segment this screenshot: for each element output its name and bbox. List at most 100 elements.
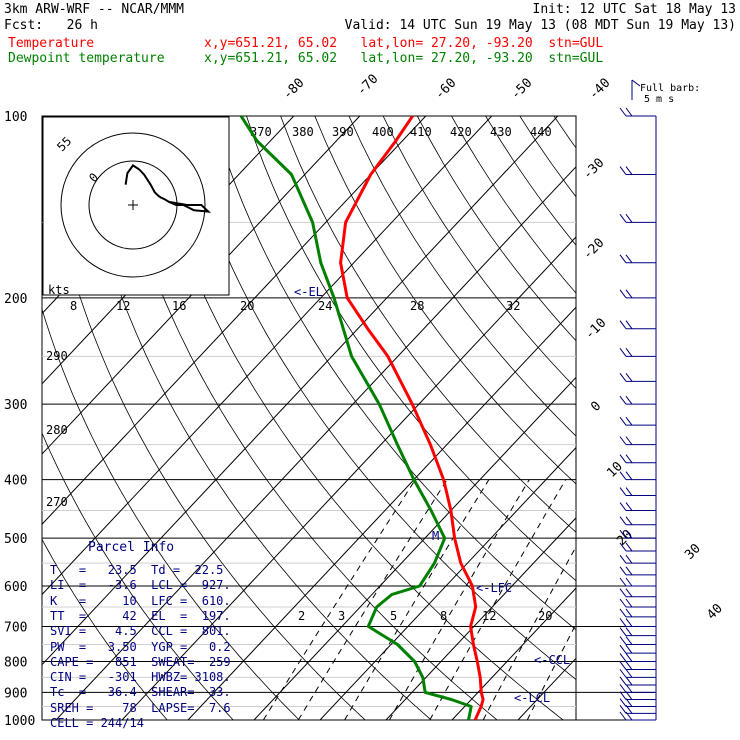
isobar-label: 600 [4, 580, 27, 595]
isotherm-line [42, 116, 361, 455]
wind-barb-flag [625, 487, 633, 496]
theta-label: 430 [490, 125, 512, 139]
mixing-ratio-line [297, 479, 448, 720]
dry-adiabat-line [280, 116, 576, 533]
theta-label: 400 [372, 125, 394, 139]
wind-barb-flag [619, 254, 627, 264]
wind-barb-flag [619, 644, 627, 654]
parcel-info-row: SREH = 78 LAPSE= 7.6 [50, 700, 231, 715]
isotherm-line [584, 116, 740, 720]
isotherm-label: -30 [580, 156, 607, 183]
wind-barb-flag [625, 107, 633, 117]
mixing-ratio-label: 12 [482, 609, 496, 623]
sounding-series [239, 116, 485, 720]
theta-label: 270 [46, 495, 68, 509]
isotherm-line [650, 116, 740, 720]
wind-barb-flag [625, 254, 633, 264]
isobar-label: 200 [4, 292, 27, 307]
dry-adiabat-line [382, 116, 576, 389]
wind-barb-flag [619, 618, 627, 627]
axis-labels: -80 -70 -60 -50 -40 -30 -20 -10 0 10 20 30 40 370 380 3… [46, 72, 726, 623]
lcl-marker: <-LCL [514, 691, 550, 705]
theta-label: 390 [332, 125, 354, 139]
theta-label: 410 [410, 125, 432, 139]
parcel-info-row: TT = 42 EL = 197. [50, 608, 231, 623]
wind-barbs [619, 79, 657, 721]
dry-adiabat-line [553, 116, 576, 149]
isobar-label: 900 [4, 686, 27, 701]
isotherm-line [187, 306, 576, 720]
isotherm-grid [42, 116, 740, 720]
isotherm-label: -60 [432, 76, 459, 103]
isobar-label: 1000 [4, 714, 35, 729]
hodograph-ring [60, 132, 206, 278]
speed-scale-label: 24 [318, 299, 332, 313]
wind-barb-flag [619, 289, 627, 299]
speed-scale-label: 8 [70, 299, 77, 313]
speed-scale-label: 32 [506, 299, 520, 313]
dry-adiabat-line [656, 116, 740, 720]
wind-barb-flag [625, 676, 633, 686]
valid-time: Valid: 14 UTC Sun 19 May 13 (08 MDT Sun … [344, 18, 736, 33]
isobar-label: 800 [4, 655, 27, 670]
isotherm-line [42, 116, 493, 596]
parcel-info-row: CAPE = 851 SWEAT= 259 [50, 654, 231, 669]
isotherm-label: 0 [588, 399, 604, 415]
parcel-info-row: CIN = -301 HWBZ= 3108. [50, 670, 231, 685]
wind-barb-flag [619, 529, 627, 539]
isotherm-label: -20 [580, 236, 607, 263]
isotherm-line [319, 446, 576, 720]
wind-barb-flag [619, 627, 627, 636]
wind-barb-flag [619, 661, 627, 670]
wind-barb-flag [625, 661, 633, 670]
wind-barb-flag [619, 577, 627, 587]
temperature-legend-label: Temperature [8, 36, 95, 51]
temperature-legend-info: x,y=651.21, 65.02 lat,lon= 27.20, -93.20… [204, 36, 604, 51]
dry-adiabat-line [109, 116, 498, 720]
mixing-ratio-label: 2 [298, 609, 305, 623]
wind-barb-flag [619, 566, 627, 576]
isotherm-line [385, 517, 576, 720]
parcel-info-row: SVI = 4.5 CCL = 801. [50, 624, 231, 639]
wind-barb-flag [625, 214, 633, 223]
wind-barb-flag [625, 577, 633, 587]
dry-adiabat-line [75, 116, 432, 720]
wind-barb-flag [619, 107, 627, 117]
speed-scale-label: 20 [240, 299, 254, 313]
parcel-info-title: Parcel Info [88, 540, 175, 555]
wind-barb-flag [625, 644, 633, 654]
wind-barb-flag [625, 618, 633, 627]
wind-barb-flag [625, 691, 633, 700]
wind-barb-flag [619, 373, 627, 382]
wind-barb-flag [625, 542, 633, 552]
ccl-marker: <-CCL [534, 653, 570, 667]
isotherm-label: 10 [604, 459, 626, 481]
wind-barb-flag [625, 348, 633, 357]
mixing-ratio-line [526, 622, 576, 720]
wind-barb-flag [625, 598, 633, 608]
parcel-info-row: PW = 3.50 YGP = 0.2 [50, 639, 231, 654]
isotherm-label: -50 [508, 76, 535, 103]
isotherm-label: 30 [682, 541, 704, 563]
mixing-ratio-label: 20 [538, 609, 552, 623]
isotherm-line [42, 116, 427, 525]
dewpoint-legend-label: Dewpoint temperature [8, 51, 165, 66]
isobar-label: 100 [4, 110, 27, 125]
dry-adiabat-line [588, 116, 740, 720]
mixing-ratio-grid [262, 479, 576, 720]
isotherm-line [42, 116, 559, 666]
isotherm-line [55, 166, 576, 720]
wind-barb-flag [625, 669, 633, 678]
isobar-label: 500 [4, 532, 27, 547]
wind-barb-flag [625, 627, 633, 636]
wind-barb-flag [625, 554, 633, 564]
dry-adiabat-line [177, 116, 576, 680]
isotherm-line [121, 236, 576, 720]
wind-barb-flag [625, 320, 633, 330]
mixing-ratio-label: 3 [338, 609, 345, 623]
dry-adiabat-line [622, 116, 740, 720]
wind-barb-flag [619, 711, 627, 721]
dry-adiabat-line [42, 116, 366, 720]
dewpoint-line [239, 116, 473, 720]
wind-barb-flag [619, 502, 627, 511]
